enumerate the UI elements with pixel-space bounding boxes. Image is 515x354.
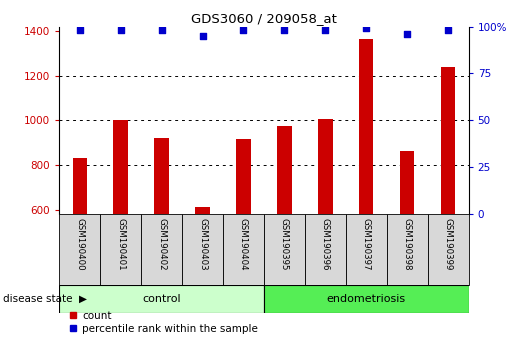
Text: GSM190403: GSM190403 xyxy=(198,218,207,270)
Bar xyxy=(318,119,333,214)
Bar xyxy=(236,139,251,214)
Text: GSM190402: GSM190402 xyxy=(157,218,166,270)
Bar xyxy=(59,214,100,285)
Point xyxy=(362,25,370,31)
Bar xyxy=(359,39,373,214)
Text: GSM190395: GSM190395 xyxy=(280,218,289,270)
Bar xyxy=(264,214,305,285)
Point xyxy=(158,28,166,33)
Bar xyxy=(113,120,128,214)
Bar xyxy=(427,214,469,285)
Point xyxy=(116,28,125,33)
Bar xyxy=(154,138,169,214)
Point xyxy=(280,28,288,33)
Bar xyxy=(100,214,141,285)
Text: endometriosis: endometriosis xyxy=(327,294,406,304)
Text: GSM190404: GSM190404 xyxy=(239,218,248,270)
Text: GSM190401: GSM190401 xyxy=(116,218,125,270)
Bar xyxy=(141,214,182,285)
Text: GSM190400: GSM190400 xyxy=(75,218,84,270)
Bar xyxy=(346,214,387,285)
Text: GSM190398: GSM190398 xyxy=(403,218,411,270)
Text: GSM190399: GSM190399 xyxy=(444,218,453,270)
Text: GSM190396: GSM190396 xyxy=(321,218,330,270)
Text: disease state  ▶: disease state ▶ xyxy=(3,294,87,304)
Bar xyxy=(264,285,469,313)
Point xyxy=(239,28,248,33)
Bar xyxy=(277,126,291,214)
Bar xyxy=(223,214,264,285)
Text: GSM190397: GSM190397 xyxy=(362,218,371,270)
Point xyxy=(198,33,207,39)
Point xyxy=(444,28,452,33)
Bar xyxy=(441,67,455,214)
Bar xyxy=(195,207,210,214)
Bar xyxy=(73,158,87,214)
Bar xyxy=(305,214,346,285)
Bar xyxy=(387,214,427,285)
Title: GDS3060 / 209058_at: GDS3060 / 209058_at xyxy=(191,12,337,25)
Bar xyxy=(400,151,415,214)
Legend: count, percentile rank within the sample: count, percentile rank within the sample xyxy=(64,307,262,338)
Point xyxy=(403,31,411,37)
Point xyxy=(321,28,330,33)
Bar xyxy=(182,214,223,285)
Point xyxy=(76,28,84,33)
Bar xyxy=(59,285,264,313)
Text: control: control xyxy=(142,294,181,304)
